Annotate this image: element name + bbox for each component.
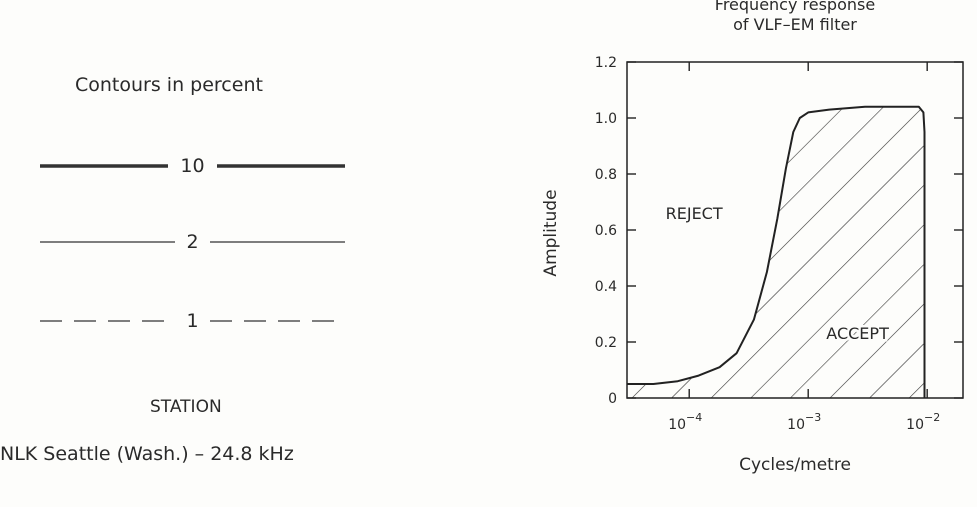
legend-label: 2	[186, 231, 199, 253]
y-tick-label: 0.2	[595, 335, 617, 351]
legend-item-2: 2	[40, 230, 345, 254]
accept-region-hatch	[627, 106, 925, 399]
legend-label: 10	[180, 155, 205, 177]
y-tick-label: 0.8	[595, 167, 617, 183]
x-tick-label: 10−2	[906, 411, 940, 433]
y-tick-label: 0.6	[595, 223, 617, 239]
annotation-accept: ACCEPT	[826, 324, 889, 343]
legend-item-1: 1	[40, 309, 345, 333]
y-tick-label: 1.2	[595, 55, 617, 71]
legend-label: 1	[186, 310, 199, 332]
annotation-reject: REJECT	[666, 204, 723, 223]
legend-title: Contours in percent	[75, 74, 263, 96]
x-axis-label: Cycles/metre	[739, 455, 851, 475]
y-axis-label: Amplitude	[541, 189, 561, 276]
y-tick-label: 0	[608, 391, 617, 407]
chart-title: Frequency response	[715, 0, 875, 14]
station-name: NLK Seattle (Wash.) – 24.8 kHz	[0, 443, 294, 465]
y-tick-label: 1.0	[595, 111, 617, 127]
y-tick-label: 0.4	[595, 279, 617, 295]
legend-item-10: 10	[40, 154, 345, 178]
response-curve	[627, 105, 926, 398]
thin-solid-line	[40, 241, 345, 243]
thick-solid-line	[40, 164, 345, 168]
dashed-line	[40, 320, 345, 322]
x-tick-label: 10−3	[787, 411, 821, 433]
station-title: STATION	[150, 397, 222, 417]
chart-title: of VLF–EM filter	[733, 15, 857, 34]
x-tick-label: 10−4	[668, 411, 702, 433]
